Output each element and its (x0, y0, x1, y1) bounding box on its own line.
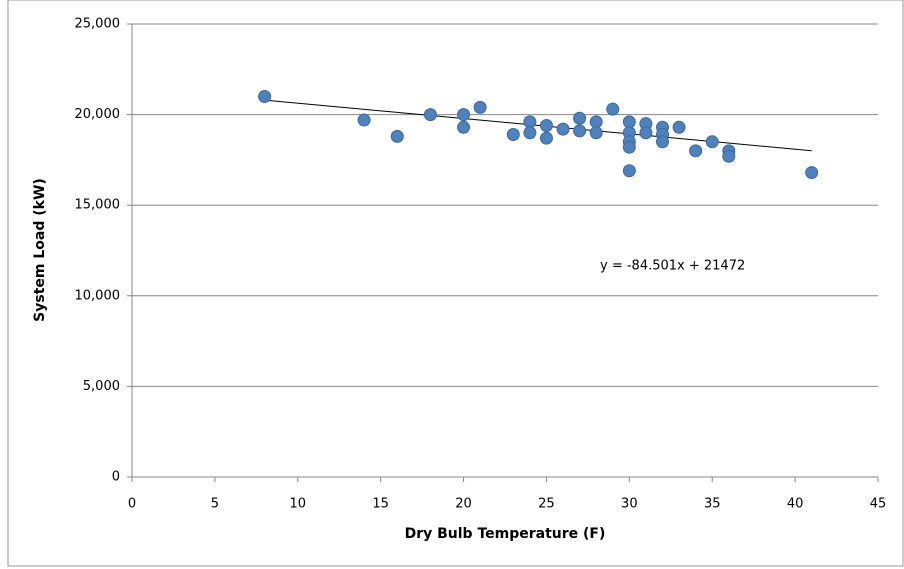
point (805, 166, 819, 180)
point (622, 164, 636, 178)
point (473, 100, 487, 114)
x-tick-label: 25 (538, 497, 555, 512)
x-tick-label: 15 (372, 497, 389, 512)
y-tick-label: 15,000 (75, 198, 121, 213)
point (539, 118, 553, 132)
point (423, 108, 437, 122)
point (258, 89, 272, 103)
point (722, 149, 736, 163)
x-tick-label: 5 (211, 497, 219, 512)
y-tick-label: 0 (112, 470, 120, 485)
point (357, 113, 371, 127)
point (539, 131, 553, 145)
point (672, 120, 686, 134)
point (523, 115, 537, 129)
x-tick-label: 45 (870, 497, 887, 512)
point (705, 135, 719, 149)
x-tick-label: 10 (290, 497, 307, 512)
x-tick-label: 35 (704, 497, 721, 512)
point (622, 140, 636, 154)
y-axis-title: System Load (kW) (32, 178, 48, 322)
point (573, 124, 587, 138)
chart-frame (7, 0, 904, 567)
x-tick-label: 0 (128, 497, 136, 512)
point (506, 128, 520, 142)
point (639, 126, 653, 140)
point (457, 120, 471, 134)
point (457, 108, 471, 122)
point (523, 126, 537, 140)
trendline (264, 99, 812, 152)
point (573, 111, 587, 125)
point (589, 126, 603, 140)
x-tick-label: 20 (455, 497, 472, 512)
point (622, 115, 636, 129)
y-tick-label: 25,000 (75, 17, 121, 32)
y-tick-label: 20,000 (75, 107, 121, 122)
point (390, 129, 404, 143)
x-tick-label: 30 (621, 497, 638, 512)
point (606, 102, 620, 116)
point (655, 135, 669, 149)
point (589, 115, 603, 129)
y-tick-label: 5,000 (83, 379, 120, 394)
y-tick-label: 10,000 (75, 288, 121, 303)
point (556, 122, 570, 136)
x-axis-title: Dry Bulb Temperature (F) (405, 526, 606, 542)
point (689, 144, 703, 158)
annotation: y = -84.501x + 21472 (600, 259, 745, 274)
x-tick-label: 40 (787, 497, 804, 512)
